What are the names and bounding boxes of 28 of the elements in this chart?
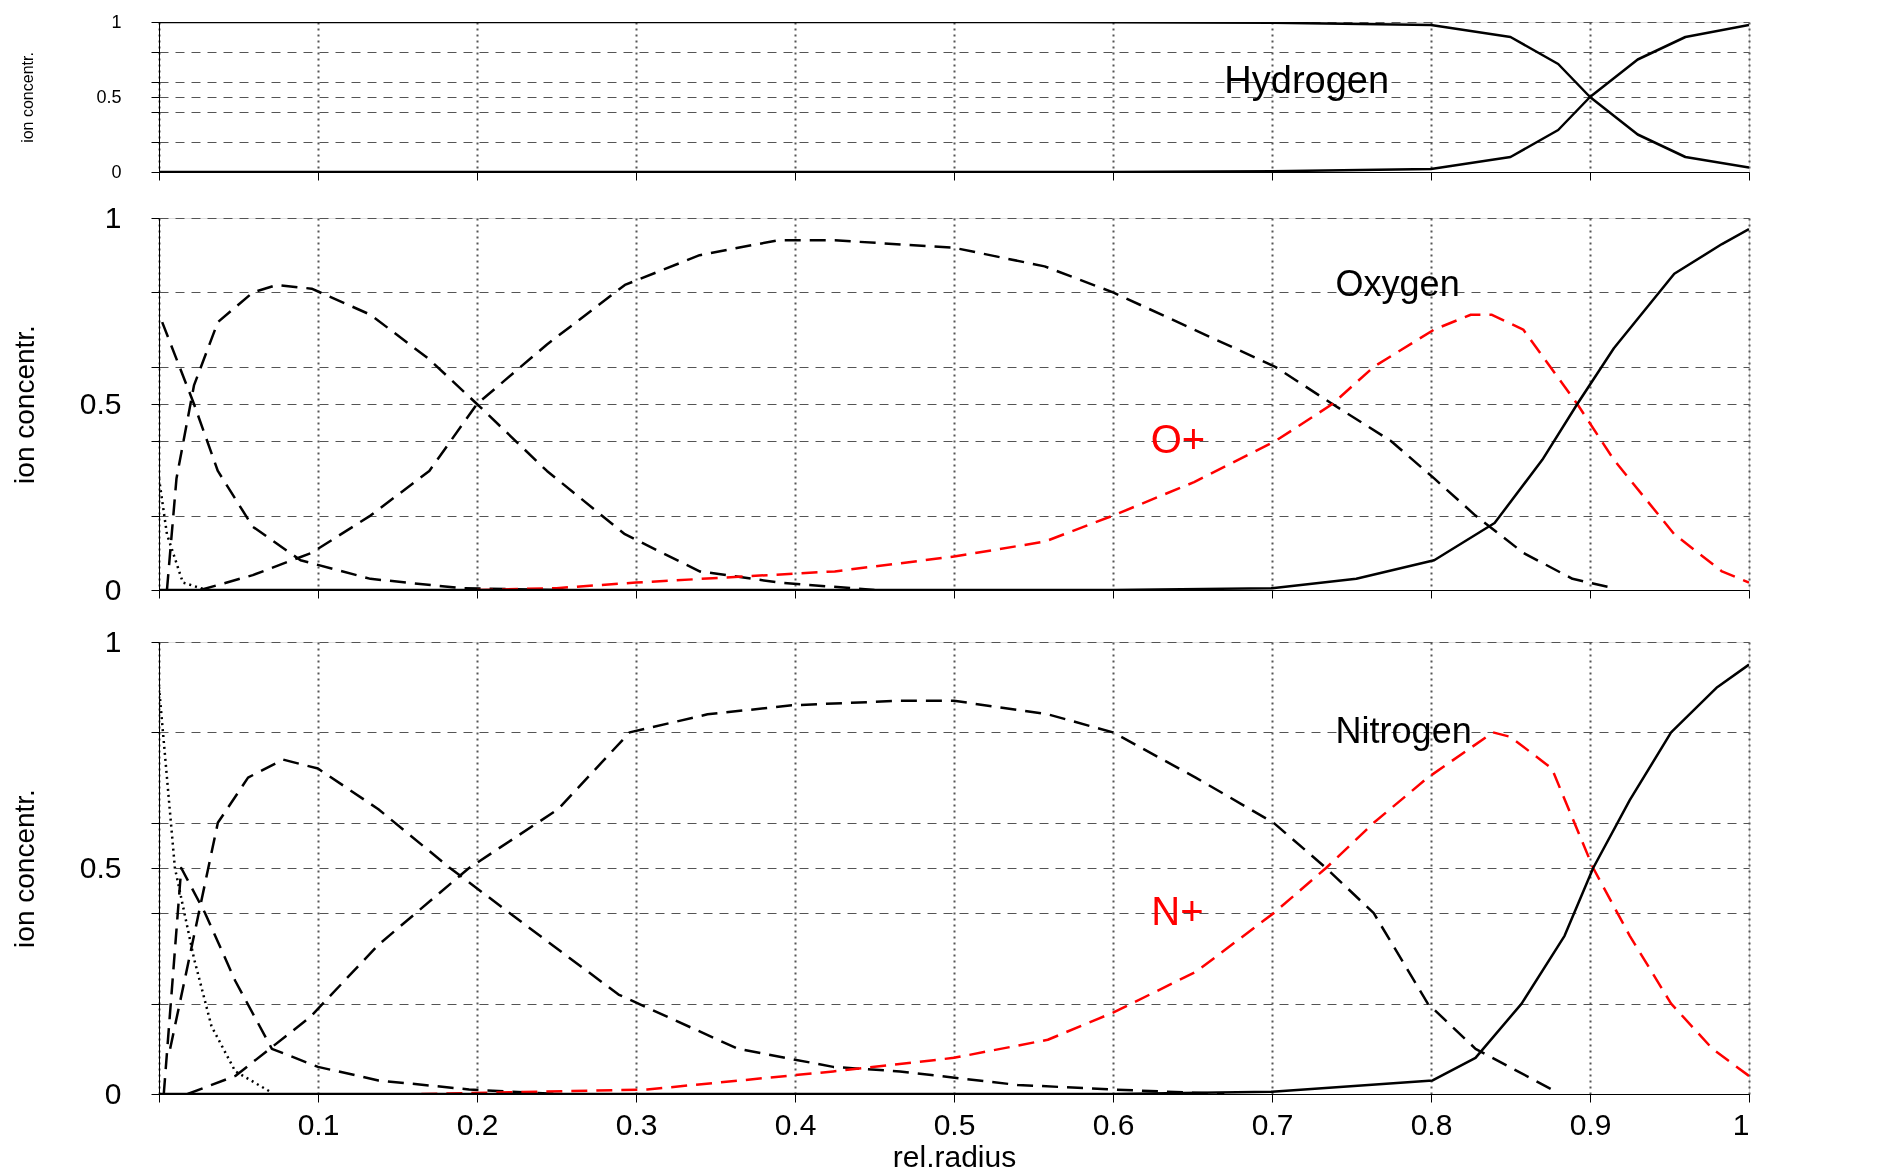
annotation: Nitrogen [1335, 710, 1472, 752]
y-tick-label: 0.5 [96, 86, 122, 107]
annotation: Hydrogen [1224, 59, 1390, 101]
x-tick-label: 0.5 [933, 1107, 976, 1141]
y-axis-title: ion concentr. [8, 789, 40, 948]
y-tick-label: 0 [104, 1076, 122, 1110]
x-axis-title: rel.radius [892, 1139, 1017, 1171]
series-label: N+ [1151, 889, 1204, 934]
x-tick-label: 1 [1732, 1107, 1750, 1141]
y-axis-title: ion concentr. [8, 325, 40, 484]
y-tick-label: 0.5 [79, 850, 122, 884]
x-tick-label: 0.1 [297, 1107, 340, 1141]
x-tick-label: 0.2 [456, 1107, 499, 1141]
y-tick-label: 1 [104, 624, 122, 658]
y-axis-title: ion concentr. [19, 52, 37, 143]
y-tick-label: 1 [104, 200, 122, 234]
x-tick-label: 0.3 [615, 1107, 658, 1141]
y-tick-label: 0.5 [79, 386, 122, 420]
series-label: O+ [1150, 417, 1206, 462]
x-tick-label: 0.6 [1092, 1107, 1135, 1141]
x-tick-label: 0.9 [1569, 1107, 1612, 1141]
y-tick-label: 0 [104, 572, 122, 606]
y-tick-label: 1 [111, 11, 122, 32]
x-tick-label: 0.7 [1251, 1107, 1294, 1141]
x-tick-label: 0.8 [1410, 1107, 1453, 1141]
annotation: Oxygen [1335, 262, 1460, 304]
x-tick-label: 0.4 [774, 1107, 817, 1141]
y-tick-label: 0 [111, 161, 122, 182]
